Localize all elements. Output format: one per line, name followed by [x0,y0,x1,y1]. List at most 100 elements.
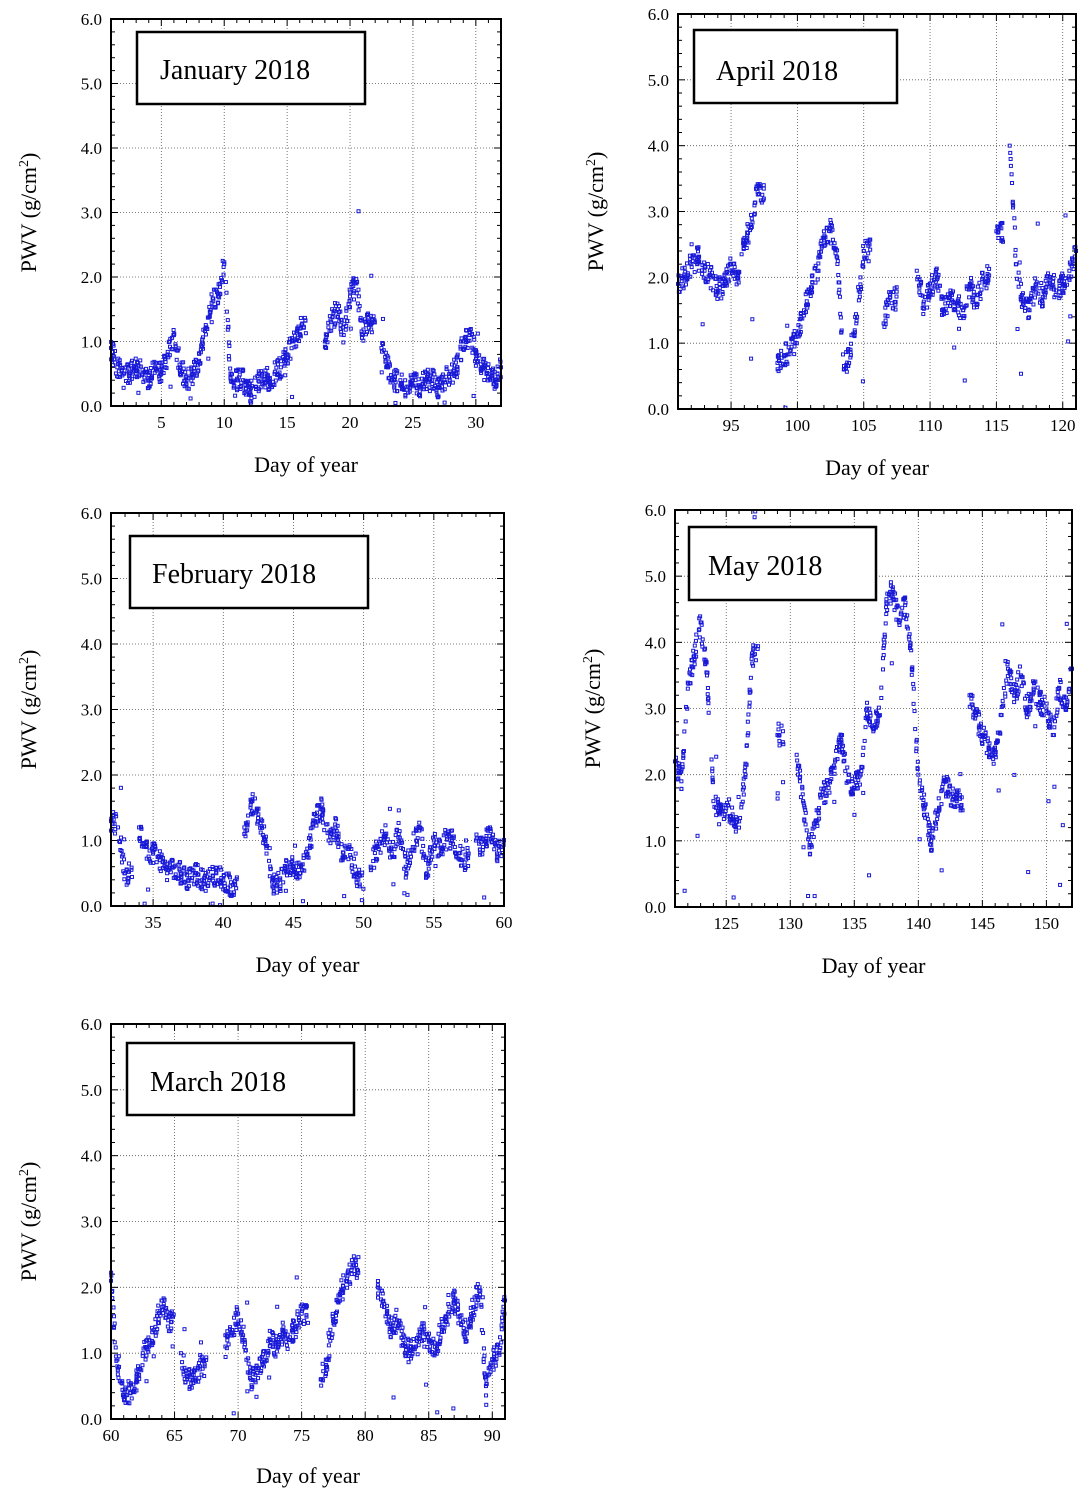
data-point [1057,290,1062,295]
data-point [226,1342,231,1347]
data-point [936,288,941,293]
data-point [400,1325,405,1330]
data-point [196,1379,201,1384]
data-point [283,347,288,352]
data-point [276,870,281,875]
x-tick-label: 30 [467,413,484,432]
data-point [948,303,953,308]
data-point [181,1369,186,1374]
data-point [345,318,350,323]
data-point [303,318,308,323]
data-point [353,1258,358,1263]
data-point [272,872,277,877]
data-point [458,850,463,855]
data-point [1035,221,1040,226]
data-point [349,281,354,286]
data-point [832,771,837,776]
data-point [459,858,464,863]
plot-frame [110,18,502,407]
data-point [253,384,258,389]
data-point [274,1349,279,1354]
data-point [809,832,814,837]
data-point [884,302,889,307]
data-point [368,868,373,873]
data-point [133,356,138,361]
data-point [203,323,208,328]
data-point [335,315,340,320]
data-point [1033,724,1038,729]
data-point [243,1348,248,1353]
data-point [804,299,809,304]
data-point [341,1283,346,1288]
data-point [1058,882,1063,887]
data-point [450,828,455,833]
data-point [852,334,857,339]
data-point [180,1366,185,1371]
data-point [356,1255,361,1260]
data-point [921,306,926,311]
data-point [170,347,175,352]
data-point [463,334,468,339]
data-point [877,713,882,718]
data-point [243,834,248,839]
data-point [143,1345,148,1350]
data-point [490,840,495,845]
data-point [1010,199,1015,204]
y-axis-label-superscript: 2 [584,159,599,166]
data-point [135,1379,140,1384]
data-point [826,785,831,790]
data-point [296,1315,301,1320]
y-axis-label-text: PWV (g/cm [16,664,41,769]
data-point [272,1352,277,1357]
data-point [1066,339,1071,344]
data-point [860,260,865,265]
data-point [1037,300,1042,305]
data-point [321,1369,326,1374]
data-point [196,369,201,374]
data-point [442,843,447,848]
data-point [1026,870,1031,875]
data-point [821,229,826,234]
data-point [478,1292,483,1297]
data-point [446,1293,451,1298]
data-point [455,370,460,375]
data-point [378,841,383,846]
data-point [418,394,423,399]
data-point [432,847,437,852]
data-point [1049,285,1054,290]
data-point [1022,297,1027,302]
data-point [261,1349,266,1354]
x-tick-label: 140 [906,914,932,933]
data-point [743,772,748,777]
data-point [341,333,346,338]
data-point [226,340,231,345]
data-point [301,324,306,329]
data-point [112,1325,117,1330]
data-point [465,846,470,851]
data-point [384,1309,389,1314]
data-point [203,332,208,337]
data-point [148,366,153,371]
data-point [493,1360,498,1365]
data-point [746,712,751,717]
data-point [958,804,963,809]
data-point [1054,696,1059,701]
data-point [867,719,872,724]
data-point [437,837,442,842]
data-point [946,300,951,305]
data-point [807,852,812,857]
y-tick-label: 5.0 [81,75,102,94]
data-point [387,806,392,811]
data-point [207,304,212,309]
data-point [840,743,845,748]
data-point [197,1364,202,1369]
data-point [484,1393,489,1398]
data-point [838,311,843,316]
data-point [279,866,284,871]
data-point [816,268,821,273]
data-point [692,662,697,667]
data-point [739,252,744,257]
data-point [339,842,344,847]
data-point [463,865,468,870]
data-point [451,1406,456,1411]
